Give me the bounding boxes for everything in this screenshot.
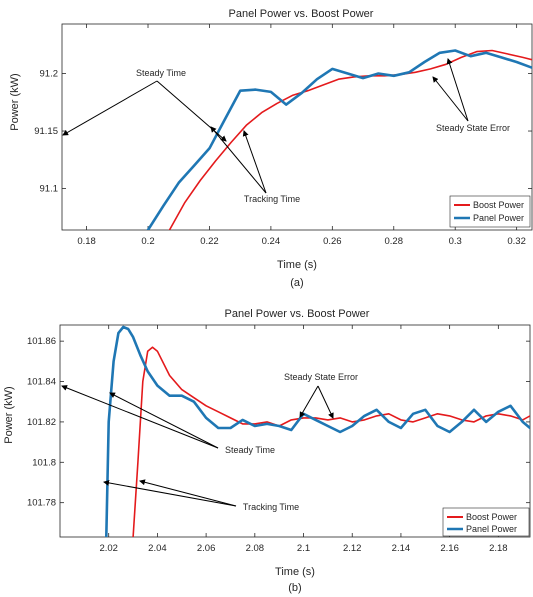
chart-a-arrow-sse-1 — [432, 76, 469, 122]
chart-b-ylabel: Power (kW) — [3, 386, 15, 443]
chart-a-axes — [61, 23, 533, 231]
chart-a-series — [146, 49, 532, 230]
chart-b-xtick-label: 2.06 — [197, 543, 216, 554]
chart-b-xtick-label: 2.12 — [343, 543, 362, 554]
chart-b-annotation-steady-time: Steady Time — [225, 445, 275, 455]
chart-a-series-panel-power — [146, 49, 532, 230]
chart-a-xlabel: Time (s) — [277, 259, 317, 271]
chart-a-series-boost-power — [168, 49, 532, 230]
chart-a-annotation-steady-time: Steady Time — [136, 68, 186, 78]
chart-a-arrow-sse-2 — [446, 58, 469, 122]
chart-b-arrow-sse-2 — [317, 385, 334, 419]
chart-a-legend-boost: Boost Power — [473, 200, 524, 210]
chart-b-xtick-label: 2.02 — [99, 543, 118, 554]
chart-a-ytick-label: 91.1 — [40, 184, 59, 195]
chart-a-arrow-tracking-time-2 — [242, 130, 267, 194]
chart-a-xtick-label: 0.18 — [77, 236, 96, 247]
chart-a-xtick-label: 0.24 — [262, 236, 281, 247]
chart-b-legend-boost: Boost Power — [466, 512, 517, 522]
chart-b-arrow-steady-time-2 — [109, 392, 219, 449]
chart-b-xlabel: Time (s) — [275, 566, 315, 578]
chart-b-ytick-label: 101.8 — [32, 457, 56, 468]
chart-a-ytick-label: 91.15 — [34, 126, 58, 137]
chart-a-xtick-label: 0.32 — [507, 236, 526, 247]
chart-a-ticks: 0.18 0.2 0.22 0.24 0.26 0.28 0.3 0.32 91.1 91.15 9… — [34, 24, 532, 247]
chart-a-xtick-label: 0.3 — [449, 236, 462, 247]
chart-a-xtick-label: 0.28 — [385, 236, 404, 247]
chart-b-arrow-tracking-time-1 — [103, 479, 237, 507]
chart-a-xtick-label: 0.2 — [141, 236, 154, 247]
chart-b-series — [105, 325, 530, 537]
chart-b-arrow-tracking-time-2 — [139, 479, 237, 507]
chart-b-annotation-tracking-time: Tracking Time — [243, 502, 299, 512]
chart-b: Panel Power vs. Boost Power 2.02 2.04 2.06… — [3, 308, 531, 594]
chart-b-annotation-steady-state-error: Steady State Error — [284, 372, 358, 382]
chart-b-series-boost-power — [132, 346, 530, 537]
chart-a-annotation-steady-state-error: Steady State Error — [436, 123, 510, 133]
chart-a-arrow-tracking-time-1 — [210, 126, 267, 194]
chart-a-annotation-tracking-time: Tracking Time — [244, 194, 300, 204]
chart-a-xtick-label: 0.26 — [323, 236, 342, 247]
chart-b-ytick-label: 101.78 — [27, 498, 56, 509]
chart-b-legend-panel: Panel Power — [466, 524, 517, 534]
chart-b-series-panel-power — [105, 325, 530, 537]
chart-b-ticks: 2.02 2.04 2.06 2.08 2.1 2.12 2.14 2.16 2.18 101.7… — [27, 325, 530, 554]
chart-b-ytick-label: 101.86 — [27, 336, 56, 347]
chart-a-legend-panel: Panel Power — [473, 213, 524, 223]
chart-a-arrow-steady-time-1 — [62, 80, 158, 136]
chart-b-ytick-label: 101.84 — [27, 377, 56, 388]
chart-a-caption: (a) — [290, 277, 303, 289]
chart-a-ytick-label: 91.2 — [40, 68, 59, 79]
chart-b-legend: Boost Power Panel Power — [442, 507, 530, 537]
chart-a-xtick-label: 0.22 — [200, 236, 219, 247]
chart-a-legend: Boost Power Panel Power — [449, 195, 531, 228]
chart-b-xtick-label: 2.14 — [392, 543, 411, 554]
chart-b-xtick-label: 2.16 — [440, 543, 459, 554]
chart-a-title: Panel Power vs. Boost Power — [229, 8, 374, 20]
chart-b-xtick-label: 2.1 — [297, 543, 310, 554]
chart-b-arrow-steady-time-1 — [61, 385, 219, 449]
chart-a: Panel Power vs. Boost Power 0.18 0.2 0.22 0… — [9, 8, 533, 289]
chart-b-caption: (b) — [288, 582, 301, 594]
chart-b-ytick-label: 101.82 — [27, 417, 56, 428]
chart-b-xtick-label: 2.08 — [246, 543, 265, 554]
chart-b-xtick-label: 2.18 — [489, 543, 508, 554]
chart-b-xtick-label: 2.04 — [148, 543, 167, 554]
chart-b-title: Panel Power vs. Boost Power — [225, 308, 370, 320]
chart-a-ylabel: Power (kW) — [9, 73, 21, 130]
chart-b-arrow-sse-1 — [299, 385, 319, 418]
